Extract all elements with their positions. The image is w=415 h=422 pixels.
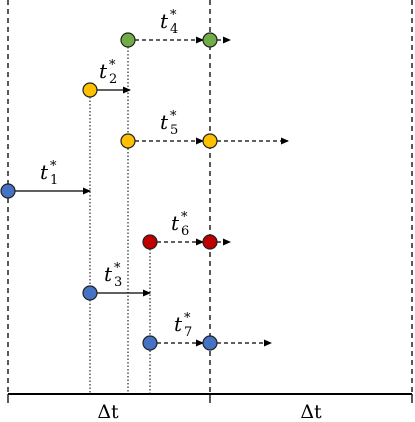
label-sub: 4	[170, 22, 178, 37]
axis-label: Δt	[300, 401, 322, 422]
label-base: t	[40, 160, 49, 184]
label-sup: *	[184, 311, 191, 326]
event-node	[82, 82, 98, 98]
label-sup: *	[181, 210, 188, 225]
event-node	[202, 234, 218, 250]
axis-label: Δt	[97, 401, 119, 422]
label-sub: 1	[50, 173, 58, 188]
label-sub: 7	[184, 325, 192, 340]
label-sup: *	[50, 159, 57, 174]
event-node	[120, 133, 136, 149]
event-node	[82, 285, 98, 301]
frame	[7, 0, 413, 403]
event-node	[142, 234, 158, 250]
label-base: t	[104, 262, 113, 286]
event-node	[142, 335, 158, 351]
label-sub: 2	[109, 72, 117, 87]
label-base: t	[99, 59, 108, 83]
event-node	[202, 335, 218, 351]
label-base: t	[160, 9, 169, 33]
event-node	[202, 32, 218, 48]
label-sup: *	[109, 58, 116, 73]
label-sup: *	[170, 8, 177, 23]
label-base: t	[160, 110, 169, 134]
label-sup: *	[114, 261, 121, 276]
label-sup: *	[170, 109, 177, 124]
event-node	[0, 183, 16, 199]
label-sub: 6	[181, 224, 189, 239]
label-sub: 3	[114, 275, 122, 290]
event-node	[120, 32, 136, 48]
label-base: t	[174, 312, 183, 336]
event-node	[202, 133, 218, 149]
label-base: t	[171, 211, 180, 235]
label-sub: 5	[170, 123, 178, 138]
